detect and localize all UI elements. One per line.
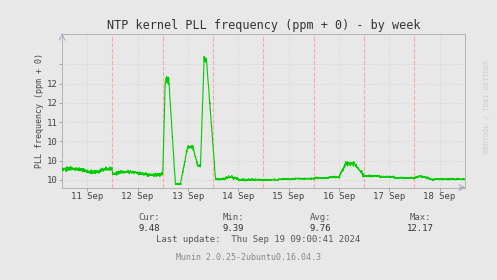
Text: 9.76: 9.76: [310, 224, 331, 233]
Text: Avg:: Avg:: [310, 213, 331, 222]
Text: 12.17: 12.17: [407, 224, 433, 233]
Title: NTP kernel PLL frequency (ppm + 0) - by week: NTP kernel PLL frequency (ppm + 0) - by …: [107, 19, 420, 32]
Text: Munin 2.0.25-2ubuntu0.16.04.3: Munin 2.0.25-2ubuntu0.16.04.3: [176, 253, 321, 262]
Text: Max:: Max:: [409, 213, 431, 222]
Y-axis label: PLL frequency (ppm + 0): PLL frequency (ppm + 0): [35, 53, 44, 168]
Text: 9.39: 9.39: [223, 224, 245, 233]
Text: Min:: Min:: [223, 213, 245, 222]
Text: 9.48: 9.48: [138, 224, 160, 233]
Text: Last update:  Thu Sep 19 09:00:41 2024: Last update: Thu Sep 19 09:00:41 2024: [157, 235, 360, 244]
Text: RRDTOOL / TOBI OETIKER: RRDTOOL / TOBI OETIKER: [484, 60, 490, 153]
Text: Cur:: Cur:: [138, 213, 160, 222]
